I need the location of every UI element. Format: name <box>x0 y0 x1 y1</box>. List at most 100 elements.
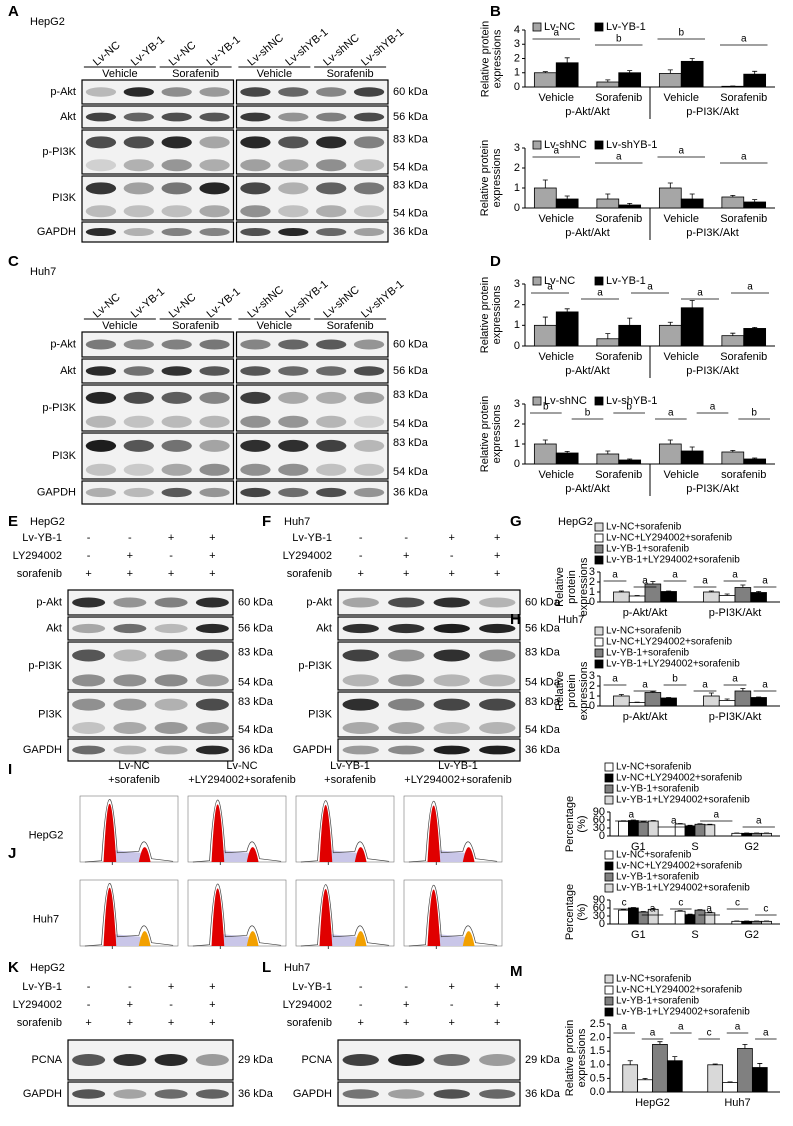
blot-box <box>235 331 389 358</box>
legend-label: Lv-NC+LY294002+sorafenib <box>616 861 742 872</box>
condition-mark: + <box>403 999 409 1011</box>
lane-label: Lv-NC <box>167 39 199 68</box>
band <box>353 228 385 236</box>
condition-mark: + <box>85 568 91 580</box>
band <box>123 112 154 122</box>
significance-letter: a <box>741 152 747 163</box>
band <box>113 745 147 755</box>
condition-mark: + <box>449 981 455 993</box>
error-bar <box>650 691 656 693</box>
bar <box>666 1060 683 1093</box>
condition-mark: - <box>404 532 408 544</box>
histogram-g2 <box>462 847 475 862</box>
band <box>161 415 192 428</box>
y-tick-label: 3 <box>589 566 595 578</box>
condition-mark: - <box>169 550 173 562</box>
histogram-g2 <box>354 931 367 946</box>
histogram-g1 <box>211 888 225 946</box>
band <box>113 623 147 634</box>
band <box>195 1089 229 1099</box>
band <box>72 722 106 734</box>
band <box>316 339 347 350</box>
histogram-g2 <box>354 847 367 862</box>
kda-label: 83 kDa <box>238 696 274 708</box>
band <box>433 698 470 711</box>
error-bar <box>630 907 636 908</box>
y-tick-label: 3 <box>514 142 520 154</box>
bar <box>644 692 662 707</box>
bar <box>637 911 649 925</box>
band <box>123 366 154 376</box>
condition-mark: + <box>494 981 500 993</box>
group-label: Vehicle <box>257 68 292 80</box>
legend-label: Lv-YB-1+sorafenib <box>616 872 700 883</box>
condition-label: sorafenib <box>287 1017 332 1029</box>
band <box>353 439 385 452</box>
error-bar <box>564 57 570 63</box>
blot-box <box>81 79 235 105</box>
legend-swatch <box>594 659 604 669</box>
condition-mark: + <box>209 1017 215 1029</box>
band <box>353 159 385 172</box>
x-tick-label: Sorafenib <box>720 213 767 225</box>
x-tick-label: p-Akt/Akt <box>623 607 668 619</box>
condition-mark: + <box>403 1017 409 1029</box>
histogram-g2 <box>246 847 259 862</box>
chart-subtitle: HepG2 <box>558 516 593 528</box>
significance-letter: a <box>672 570 678 581</box>
legend-label: Lv-YB-1+LY294002+sorafenib <box>616 883 750 894</box>
x-tick-label: G2 <box>744 841 759 853</box>
bar <box>737 1048 753 1093</box>
histogram-g1 <box>103 887 117 946</box>
condition-mark: - <box>404 981 408 993</box>
y-tick-label: 30 <box>593 822 605 834</box>
x-tick-label: sorafenib <box>721 469 766 481</box>
y-tick-label: 3 <box>514 398 520 410</box>
legend-swatch <box>594 544 604 554</box>
legend-label: Lv-NC+sorafenib <box>616 762 692 773</box>
kda-label: 60 kDa <box>393 338 429 350</box>
band <box>388 649 425 662</box>
band <box>154 698 188 711</box>
group-label: p-PI3K/Akt <box>686 227 739 239</box>
histogram-envelope <box>408 884 498 947</box>
error-bar <box>627 70 633 73</box>
significance-letter: a <box>616 152 622 163</box>
legend-label: Lv-YB-1+LY294002+sorafenib <box>616 795 750 806</box>
band <box>388 1089 425 1099</box>
bar <box>731 920 743 925</box>
legend-swatch <box>604 773 614 783</box>
condition-label: LY294002 <box>13 999 62 1011</box>
significance-letter: a <box>547 282 553 293</box>
row-label: p-Akt <box>306 596 332 608</box>
group-label: p-PI3K/Akt <box>686 106 739 118</box>
legend-label: Lv-NC+sorafenib <box>606 626 682 637</box>
band <box>113 674 147 687</box>
error-bar <box>742 1044 748 1049</box>
band <box>433 1089 470 1099</box>
legend-swatch <box>604 883 614 893</box>
legend-swatch <box>532 140 542 150</box>
kda-label: 54 kDa <box>393 207 429 219</box>
lane-label: Lv-NC <box>91 39 123 68</box>
condition-mark: + <box>209 981 215 993</box>
band <box>161 182 192 195</box>
bar <box>628 907 639 925</box>
significance-letter: a <box>702 680 708 691</box>
error-bar <box>640 821 646 823</box>
band <box>195 698 229 711</box>
band <box>195 597 229 608</box>
panel-label: B <box>490 3 501 20</box>
kda-label: 36 kDa <box>238 1088 274 1100</box>
condition-mark: + <box>494 550 500 562</box>
error-bar <box>752 327 758 329</box>
band <box>123 87 154 97</box>
y-tick-label: 1 <box>589 586 595 598</box>
y-axis-label: Relative protein expressions <box>479 395 503 473</box>
condition-mark: - <box>128 532 132 544</box>
band <box>72 623 106 634</box>
significance-letter: b <box>626 402 632 413</box>
x-tick-label: Vehicle <box>539 351 574 363</box>
x-tick-label: p-PI3K/Akt <box>709 711 762 723</box>
